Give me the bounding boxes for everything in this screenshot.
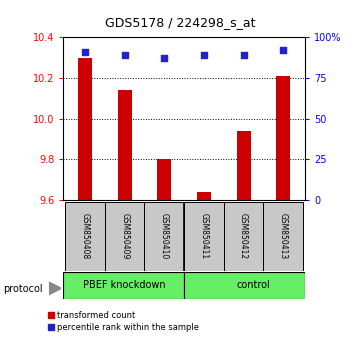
Bar xyxy=(197,192,211,200)
Bar xyxy=(63,272,184,299)
Bar xyxy=(65,202,105,271)
Legend: transformed count, percentile rank within the sample: transformed count, percentile rank withi… xyxy=(48,310,200,332)
Point xyxy=(201,52,207,58)
Text: GSM850408: GSM850408 xyxy=(81,213,90,259)
Bar xyxy=(276,76,290,200)
Text: GSM850409: GSM850409 xyxy=(120,213,129,259)
Bar xyxy=(237,131,251,200)
Bar xyxy=(157,159,171,200)
Bar xyxy=(184,202,224,271)
Text: control: control xyxy=(236,280,270,290)
Text: GSM850413: GSM850413 xyxy=(279,213,288,259)
Point xyxy=(82,49,88,55)
Text: GSM850410: GSM850410 xyxy=(160,213,169,259)
Text: GSM850412: GSM850412 xyxy=(239,213,248,259)
Text: PBEF knockdown: PBEF knockdown xyxy=(83,280,166,290)
Text: GSM850411: GSM850411 xyxy=(199,213,208,259)
Point xyxy=(241,52,247,58)
Point xyxy=(122,52,127,58)
Bar xyxy=(144,202,184,271)
Bar xyxy=(264,202,303,271)
Bar xyxy=(118,90,131,200)
Text: protocol: protocol xyxy=(4,284,43,293)
Bar xyxy=(78,57,92,200)
Bar xyxy=(224,202,264,271)
Text: GDS5178 / 224298_s_at: GDS5178 / 224298_s_at xyxy=(105,16,256,29)
Polygon shape xyxy=(49,282,61,295)
Point xyxy=(161,56,167,61)
Bar xyxy=(105,202,144,271)
Point xyxy=(280,47,286,53)
Bar xyxy=(184,272,305,299)
